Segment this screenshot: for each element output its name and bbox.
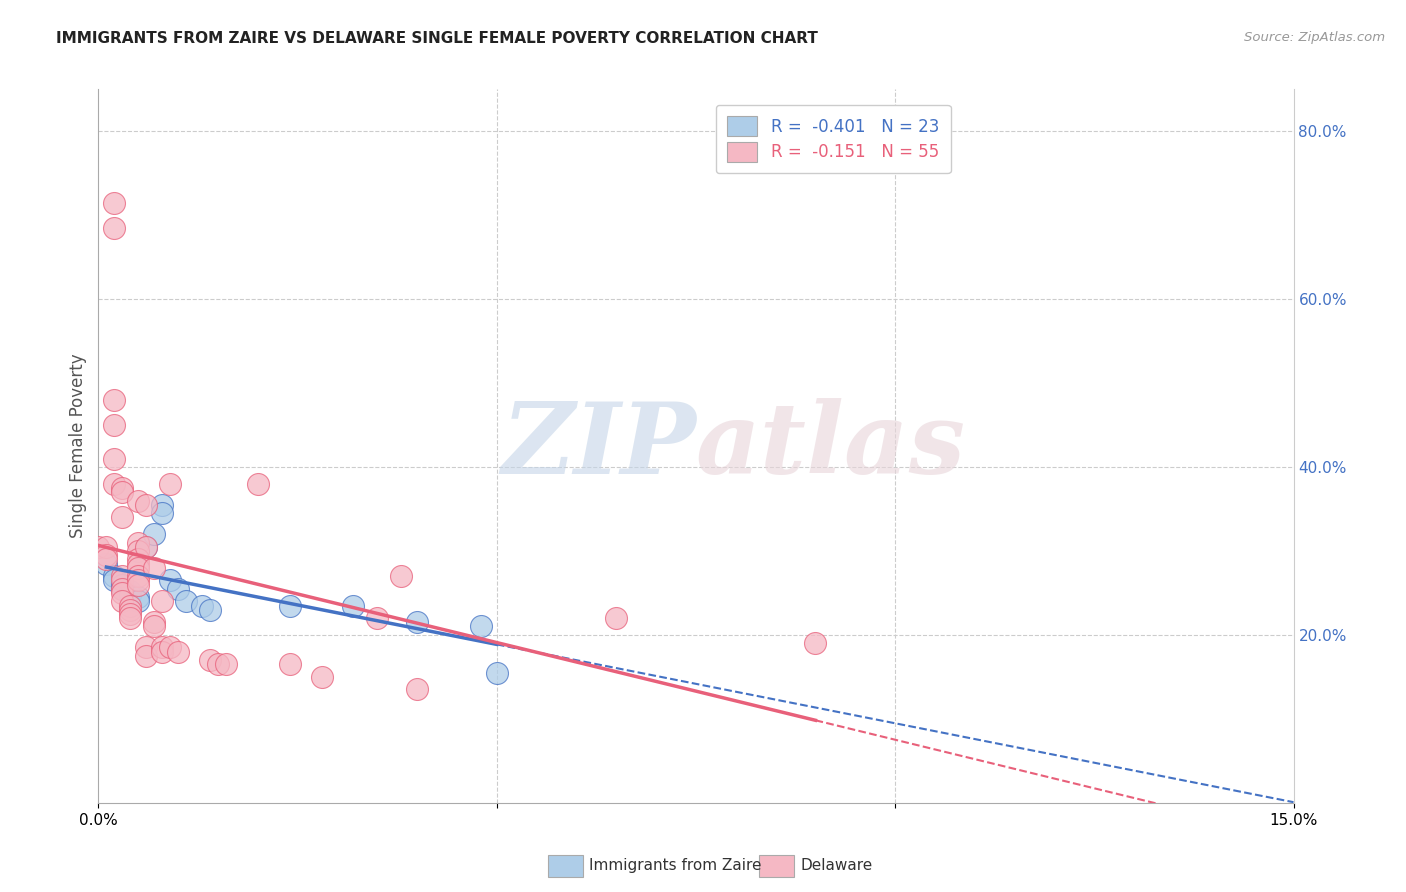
Point xyxy=(120,588,142,602)
Text: Source: ZipAtlas.com: Source: ZipAtlas.com xyxy=(1244,31,1385,45)
Point xyxy=(167,645,190,659)
Point xyxy=(96,548,118,562)
Point xyxy=(485,665,508,680)
Point xyxy=(135,540,157,554)
Point xyxy=(278,657,301,672)
Point xyxy=(159,574,181,588)
Point xyxy=(167,582,190,596)
Point xyxy=(389,569,412,583)
Point xyxy=(198,603,221,617)
Point xyxy=(120,603,142,617)
Point xyxy=(127,569,149,583)
Point xyxy=(150,594,173,608)
Point xyxy=(103,195,125,210)
Point xyxy=(215,657,238,672)
Point xyxy=(111,594,134,608)
Text: Delaware: Delaware xyxy=(800,858,872,872)
Point xyxy=(470,619,492,633)
Point xyxy=(143,619,166,633)
Point xyxy=(311,670,333,684)
Point xyxy=(127,552,149,566)
Point xyxy=(103,476,125,491)
Point xyxy=(103,220,125,235)
Point xyxy=(127,557,149,571)
Point xyxy=(191,599,214,613)
Point xyxy=(103,417,125,432)
Point xyxy=(96,540,118,554)
Point xyxy=(143,560,166,574)
Point xyxy=(198,653,221,667)
Point xyxy=(111,569,134,583)
Point xyxy=(207,657,229,672)
Point xyxy=(127,574,149,588)
Point xyxy=(111,510,134,524)
Point xyxy=(150,498,173,512)
Point xyxy=(159,476,181,491)
Point xyxy=(804,636,827,650)
Point xyxy=(103,451,125,466)
Point xyxy=(150,640,173,655)
Point xyxy=(143,527,166,541)
Point xyxy=(127,590,149,604)
Point xyxy=(120,584,142,599)
Y-axis label: Single Female Poverty: Single Female Poverty xyxy=(69,354,87,538)
Point xyxy=(127,577,149,591)
Point xyxy=(278,599,301,613)
Point xyxy=(120,599,142,613)
Point xyxy=(159,640,181,655)
Text: IMMIGRANTS FROM ZAIRE VS DELAWARE SINGLE FEMALE POVERTY CORRELATION CHART: IMMIGRANTS FROM ZAIRE VS DELAWARE SINGLE… xyxy=(56,31,818,46)
Point xyxy=(406,682,429,697)
Point xyxy=(150,506,173,520)
Text: Immigrants from Zaire: Immigrants from Zaire xyxy=(589,858,762,872)
Legend: R =  -0.401   N = 23, R =  -0.151   N = 55: R = -0.401 N = 23, R = -0.151 N = 55 xyxy=(716,104,950,173)
Point xyxy=(111,582,134,596)
Point xyxy=(111,485,134,500)
Point xyxy=(111,481,134,495)
Point xyxy=(143,615,166,630)
Point xyxy=(174,594,197,608)
Point xyxy=(96,557,118,571)
Point xyxy=(135,498,157,512)
Point xyxy=(120,611,142,625)
Point xyxy=(96,552,118,566)
Point xyxy=(111,582,134,596)
Point xyxy=(366,611,388,625)
Point xyxy=(605,611,627,625)
Point xyxy=(103,574,125,588)
Point xyxy=(135,540,157,554)
Point xyxy=(406,615,429,630)
Point xyxy=(127,560,149,574)
Point xyxy=(150,645,173,659)
Point xyxy=(135,640,157,655)
Point xyxy=(127,594,149,608)
Point xyxy=(246,476,269,491)
Point xyxy=(120,607,142,621)
Text: atlas: atlas xyxy=(696,398,966,494)
Point xyxy=(111,586,134,600)
Point xyxy=(111,577,134,591)
Point xyxy=(127,535,149,549)
Text: ZIP: ZIP xyxy=(501,398,696,494)
Point xyxy=(103,392,125,407)
Point xyxy=(342,599,364,613)
Point xyxy=(87,540,110,554)
Point xyxy=(127,493,149,508)
Point xyxy=(135,648,157,663)
Point xyxy=(111,574,134,588)
Point xyxy=(127,544,149,558)
Point xyxy=(103,569,125,583)
